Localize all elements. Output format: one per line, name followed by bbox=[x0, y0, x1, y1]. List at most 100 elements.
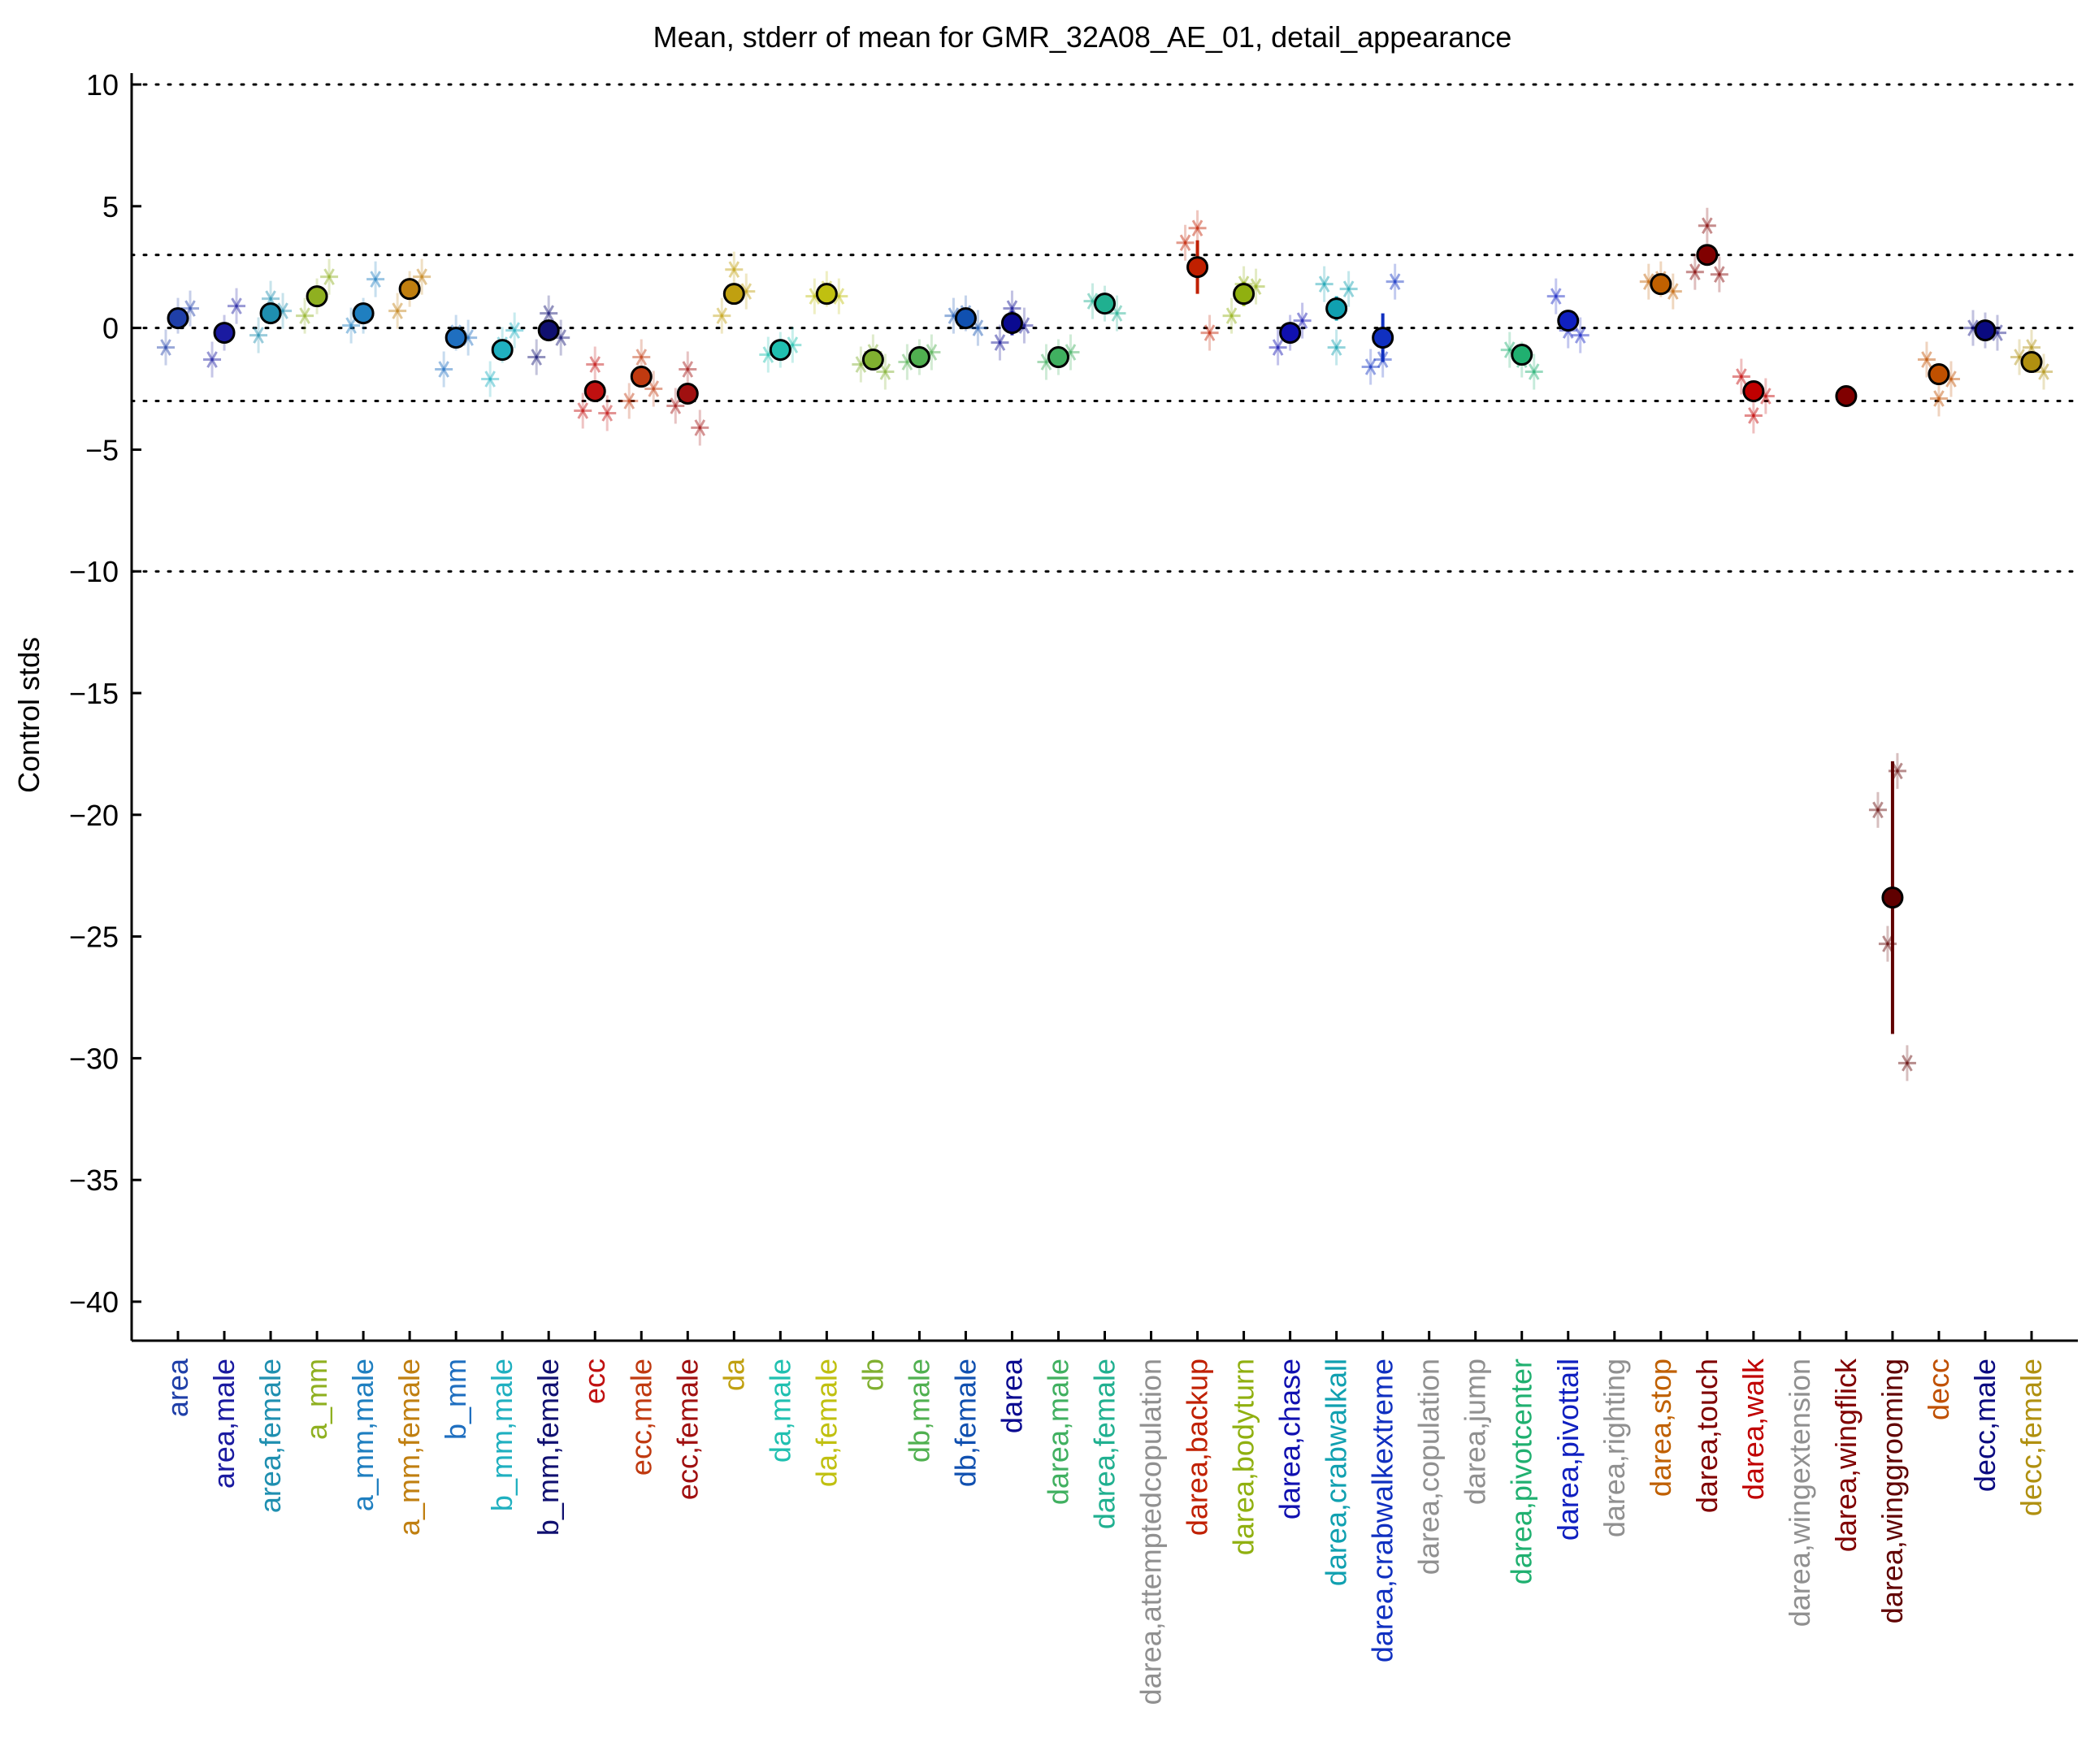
sub-marker bbox=[1200, 324, 1219, 341]
y-tick-label: −10 bbox=[69, 555, 119, 588]
mean-marker bbox=[352, 302, 375, 325]
x-tick-label: da,female bbox=[809, 1359, 843, 1487]
sub-marker bbox=[1917, 351, 1936, 368]
sub-marker bbox=[1327, 339, 1346, 356]
mean-marker bbox=[259, 302, 282, 325]
mean-marker bbox=[769, 339, 791, 362]
y-tick-label: −15 bbox=[69, 677, 119, 710]
sub-marker bbox=[228, 297, 246, 314]
sub-marker bbox=[691, 419, 709, 436]
x-tick-label: ecc,female bbox=[670, 1359, 704, 1500]
x-tick-label: b_mm,male bbox=[485, 1359, 518, 1511]
x-tick-label: area bbox=[161, 1358, 194, 1417]
sub-marker bbox=[632, 349, 651, 366]
sub-marker bbox=[527, 349, 546, 366]
mean-marker bbox=[1511, 344, 1533, 366]
x-tick-label: darea,walk bbox=[1737, 1358, 1770, 1500]
sub-marker bbox=[666, 397, 685, 414]
sub-marker bbox=[679, 361, 697, 378]
x-tick-label: darea,crabwalkall bbox=[1320, 1359, 1353, 1586]
mean-marker bbox=[1928, 363, 1950, 386]
sub-marker bbox=[598, 405, 617, 422]
x-tick-label: b_mm bbox=[439, 1359, 472, 1440]
sub-marker bbox=[1222, 307, 1241, 324]
y-tick-label: −40 bbox=[69, 1285, 119, 1319]
y-tick-label: −20 bbox=[69, 799, 119, 832]
x-tick-label: darea,backup bbox=[1181, 1359, 1214, 1536]
mean-marker bbox=[398, 278, 421, 301]
mean-marker bbox=[676, 382, 699, 405]
mean-marker bbox=[1279, 322, 1302, 345]
x-tick-label: db bbox=[856, 1359, 889, 1391]
x-tick-label: decc,female bbox=[2014, 1359, 2048, 1516]
sub-marker bbox=[1188, 219, 1207, 237]
mean-marker bbox=[861, 349, 884, 371]
mean-marker bbox=[1696, 244, 1719, 267]
sub-marker bbox=[574, 402, 592, 419]
mean-marker bbox=[630, 366, 653, 388]
x-tick-label: b_mm,female bbox=[531, 1359, 565, 1536]
mean-marker bbox=[1372, 327, 1394, 349]
sub-marker bbox=[620, 392, 639, 410]
y-tick-label: 5 bbox=[102, 190, 119, 223]
mean-marker bbox=[1742, 379, 1765, 402]
sub-marker bbox=[157, 339, 175, 356]
x-tick-label: ecc bbox=[578, 1359, 611, 1404]
sub-markers bbox=[157, 207, 2053, 1081]
mean-marker bbox=[1974, 319, 1997, 342]
sub-marker bbox=[296, 307, 314, 324]
x-tick-label: darea,attemptedcopulation bbox=[1134, 1359, 1168, 1705]
sub-marker bbox=[1546, 288, 1565, 305]
mean-marker bbox=[954, 307, 977, 330]
error-bars bbox=[176, 240, 2033, 1034]
mean-marker bbox=[1557, 310, 1580, 332]
sub-marker bbox=[1293, 312, 1312, 329]
sub-marker bbox=[1878, 935, 1897, 952]
sub-marker bbox=[586, 356, 605, 373]
mean-marker bbox=[1325, 297, 1348, 320]
sub-marker bbox=[1176, 234, 1195, 252]
sub-marker bbox=[713, 307, 731, 324]
x-tick-label: darea,pivottail bbox=[1551, 1359, 1585, 1541]
mean-marker bbox=[167, 307, 189, 330]
y-tick-label: −5 bbox=[85, 433, 119, 466]
sub-marker bbox=[1524, 363, 1543, 380]
x-tick-label: area,male bbox=[207, 1359, 241, 1489]
sub-marker bbox=[1698, 217, 1716, 235]
sub-marker bbox=[366, 271, 385, 288]
y-tick-label: 0 bbox=[102, 312, 119, 345]
y-ticks: 10 5 0 −5 −10 −15 −20 −25 −30 −35 −40 bbox=[69, 68, 141, 1319]
sub-marker bbox=[1929, 390, 1948, 407]
x-tick-label: ecc,male bbox=[624, 1359, 657, 1476]
x-tick-label: darea,touch bbox=[1690, 1359, 1724, 1513]
sub-marker bbox=[540, 305, 558, 322]
sub-marker bbox=[1685, 263, 1704, 280]
x-tick-label: darea,male bbox=[1041, 1359, 1074, 1505]
sub-marker bbox=[435, 361, 453, 378]
x-tick-label: da,male bbox=[763, 1359, 796, 1463]
y-axis-label: Control stds bbox=[12, 637, 46, 793]
mean-marker bbox=[1650, 273, 1672, 296]
axes bbox=[130, 73, 2078, 1342]
sub-marker bbox=[249, 327, 268, 344]
x-tick-label: darea,bodyturn bbox=[1227, 1359, 1260, 1555]
x-tick-label: db,female bbox=[948, 1359, 982, 1487]
sub-marker bbox=[1868, 801, 1887, 819]
x-tick-label: decc,male bbox=[1968, 1359, 2001, 1492]
y-tick-label: −30 bbox=[69, 1042, 119, 1075]
x-tick-label: darea,wingextension bbox=[1783, 1359, 1816, 1627]
mean-marker bbox=[537, 319, 560, 342]
mean-marker bbox=[306, 285, 328, 308]
mean-marker bbox=[1186, 256, 1209, 279]
sub-marker bbox=[725, 261, 744, 278]
mean-marker bbox=[491, 339, 514, 362]
sub-marker bbox=[481, 371, 500, 388]
x-tick-label: darea,jump bbox=[1459, 1359, 1492, 1505]
sub-marker bbox=[1571, 327, 1589, 344]
chart-title: Mean, stderr of mean for GMR_32A08_AE_01… bbox=[653, 20, 1512, 54]
y-tick-label: −35 bbox=[69, 1164, 119, 1197]
x-tick-label: darea,winggrooming bbox=[1876, 1359, 1909, 1623]
mean-markers bbox=[167, 244, 2043, 909]
mean-marker bbox=[1094, 293, 1116, 315]
